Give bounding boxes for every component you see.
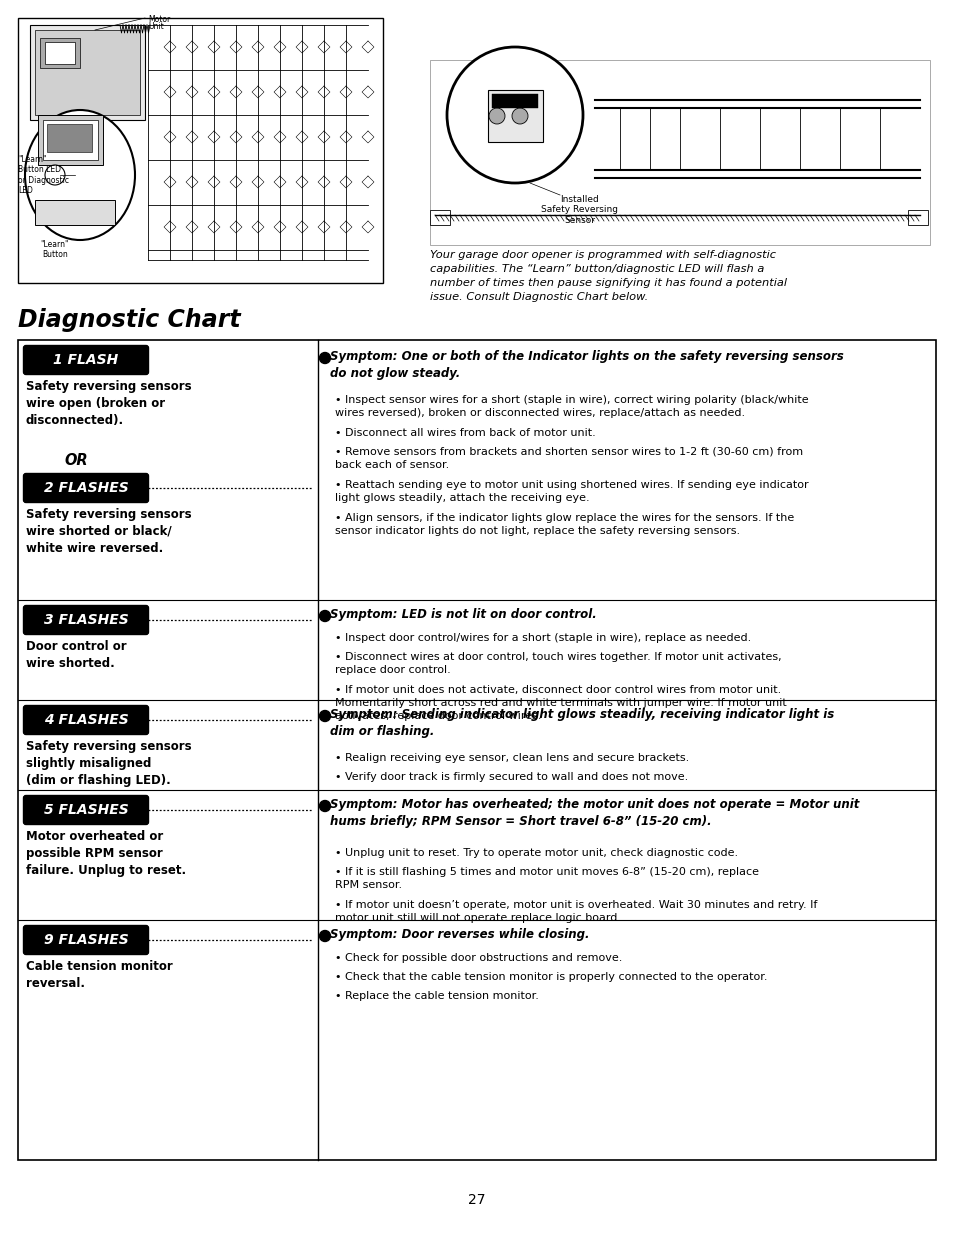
Text: 27: 27 bbox=[468, 1193, 485, 1207]
FancyBboxPatch shape bbox=[24, 795, 149, 825]
Bar bbox=[43, 120, 98, 161]
Text: • If it is still flashing 5 times and motor unit moves 6-8” (15-20 cm), replace
: • If it is still flashing 5 times and mo… bbox=[335, 867, 759, 889]
Circle shape bbox=[319, 800, 330, 811]
Bar bbox=[35, 30, 140, 115]
Text: Safety reversing sensors
wire open (broken or
disconnected).: Safety reversing sensors wire open (brok… bbox=[26, 380, 192, 427]
Text: Door control or
wire shorted.: Door control or wire shorted. bbox=[26, 640, 127, 671]
Bar bbox=[40, 38, 80, 68]
Text: Installed
Safety Reversing
Sensor: Installed Safety Reversing Sensor bbox=[541, 195, 618, 225]
Bar bbox=[47, 124, 91, 152]
Text: OR: OR bbox=[64, 453, 88, 468]
Circle shape bbox=[319, 352, 330, 363]
Bar bbox=[35, 200, 115, 225]
Text: • Remove sensors from brackets and shorten sensor wires to 1-2 ft (30-60 cm) fro: • Remove sensors from brackets and short… bbox=[335, 447, 802, 469]
Text: "Learn"
Button: "Learn" Button bbox=[41, 240, 70, 259]
Bar bbox=[18, 340, 935, 1160]
Text: 3 FLASHES: 3 FLASHES bbox=[44, 613, 129, 627]
Circle shape bbox=[319, 710, 330, 721]
FancyBboxPatch shape bbox=[24, 705, 149, 735]
Bar bbox=[30, 25, 145, 120]
Text: Motor overheated or
possible RPM sensor
failure. Unplug to reset.: Motor overheated or possible RPM sensor … bbox=[26, 830, 186, 877]
Circle shape bbox=[319, 930, 330, 941]
Circle shape bbox=[447, 47, 582, 183]
FancyBboxPatch shape bbox=[24, 473, 149, 503]
Text: Safety reversing sensors
slightly misaligned
(dim or flashing LED).: Safety reversing sensors slightly misali… bbox=[26, 740, 192, 787]
Text: "Learn"
Button LED
or Diagnostic
LED: "Learn" Button LED or Diagnostic LED bbox=[18, 154, 69, 195]
Circle shape bbox=[512, 107, 527, 124]
FancyBboxPatch shape bbox=[24, 925, 149, 955]
Text: 9 FLASHES: 9 FLASHES bbox=[44, 932, 129, 947]
Text: • Check that the cable tension monitor is properly connected to the operator.: • Check that the cable tension monitor i… bbox=[335, 972, 767, 982]
Text: • Reattach sending eye to motor unit using shortened wires. If sending eye indic: • Reattach sending eye to motor unit usi… bbox=[335, 480, 808, 503]
Bar bbox=[430, 210, 450, 225]
Bar bbox=[492, 94, 537, 107]
Text: Symptom: One or both of the Indicator lights on the safety reversing sensors
do : Symptom: One or both of the Indicator li… bbox=[330, 350, 842, 380]
Text: • If motor unit doesn’t operate, motor unit is overheated. Wait 30 minutes and r: • If motor unit doesn’t operate, motor u… bbox=[335, 900, 817, 923]
Text: • Inspect door control/wires for a short (staple in wire), replace as needed.: • Inspect door control/wires for a short… bbox=[335, 634, 750, 643]
Text: Your garage door opener is programmed with self-diagnostic
capabilities. The “Le: Your garage door opener is programmed wi… bbox=[430, 249, 786, 303]
Circle shape bbox=[319, 610, 330, 621]
Bar bbox=[907, 210, 927, 225]
Text: • Verify door track is firmly secured to wall and does not move.: • Verify door track is firmly secured to… bbox=[335, 772, 687, 782]
Bar bbox=[38, 115, 103, 165]
Text: • Align sensors, if the indicator lights glow replace the wires for the sensors.: • Align sensors, if the indicator lights… bbox=[335, 513, 794, 536]
Text: • Check for possible door obstructions and remove.: • Check for possible door obstructions a… bbox=[335, 953, 621, 963]
Bar bbox=[430, 61, 929, 245]
Text: • Unplug unit to reset. Try to operate motor unit, check diagnostic code.: • Unplug unit to reset. Try to operate m… bbox=[335, 848, 738, 858]
Circle shape bbox=[45, 165, 65, 185]
Text: Safety reversing sensors
wire shorted or black/
white wire reversed.: Safety reversing sensors wire shorted or… bbox=[26, 508, 192, 555]
Text: • Realign receiving eye sensor, clean lens and secure brackets.: • Realign receiving eye sensor, clean le… bbox=[335, 753, 688, 763]
FancyBboxPatch shape bbox=[24, 346, 149, 374]
Text: Symptom: Door reverses while closing.: Symptom: Door reverses while closing. bbox=[330, 927, 589, 941]
Text: • Disconnect wires at door control, touch wires together. If motor unit activate: • Disconnect wires at door control, touc… bbox=[335, 652, 781, 674]
Text: Cable tension monitor
reversal.: Cable tension monitor reversal. bbox=[26, 960, 172, 990]
FancyBboxPatch shape bbox=[24, 605, 149, 635]
Bar bbox=[18, 19, 382, 283]
Text: 1 FLASH: 1 FLASH bbox=[53, 353, 118, 367]
Bar bbox=[488, 90, 542, 142]
Text: 2 FLASHES: 2 FLASHES bbox=[44, 480, 129, 495]
Text: 4 FLASHES: 4 FLASHES bbox=[44, 713, 129, 727]
Text: • Disconnect all wires from back of motor unit.: • Disconnect all wires from back of moto… bbox=[335, 429, 595, 438]
Text: Diagnostic Chart: Diagnostic Chart bbox=[18, 308, 240, 332]
Text: 5 FLASHES: 5 FLASHES bbox=[44, 803, 129, 818]
Text: Motor: Motor bbox=[148, 15, 170, 23]
Text: Symptom: Motor has overheated; the motor unit does not operate = Motor unit
hums: Symptom: Motor has overheated; the motor… bbox=[330, 798, 859, 827]
Text: Unit: Unit bbox=[148, 22, 164, 31]
Text: Symptom: LED is not lit on door control.: Symptom: LED is not lit on door control. bbox=[330, 608, 597, 621]
Text: • Replace the cable tension monitor.: • Replace the cable tension monitor. bbox=[335, 990, 538, 1002]
Circle shape bbox=[489, 107, 504, 124]
Text: • Inspect sensor wires for a short (staple in wire), correct wiring polarity (bl: • Inspect sensor wires for a short (stap… bbox=[335, 395, 808, 417]
Text: • If motor unit does not activate, disconnect door control wires from motor unit: • If motor unit does not activate, disco… bbox=[335, 685, 786, 720]
Bar bbox=[45, 42, 75, 64]
Ellipse shape bbox=[25, 110, 135, 240]
Text: Symptom: Sending indicator light glows steadily, receiving indicator light is
di: Symptom: Sending indicator light glows s… bbox=[330, 708, 833, 739]
